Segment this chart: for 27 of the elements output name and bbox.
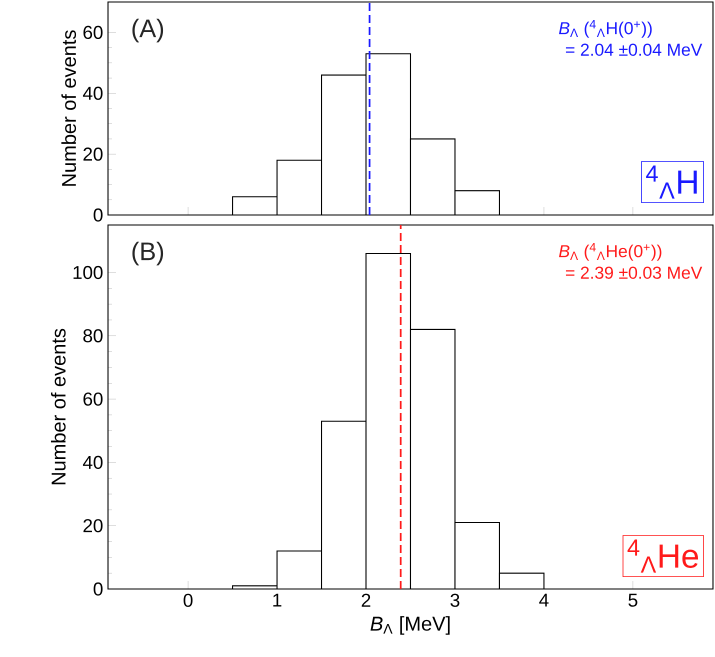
annotation: B$_{Λ}$ ($^{4}$$_{Λ}$H(0$^{+}$)): [558, 20, 652, 38]
annotation: 4$_{Λ}$H: [646, 166, 697, 199]
x-tick-label: 4: [539, 594, 549, 607]
y-axis-title: Number of events: [61, 30, 76, 186]
y-tick-label: 40: [82, 86, 103, 100]
x-tick-label: 3: [450, 594, 460, 607]
y-tick-label: 80: [83, 329, 103, 342]
x-tick-label: 1: [273, 594, 282, 607]
y-tick-label: 60: [83, 26, 103, 40]
y-tick-label: 0: [94, 582, 103, 596]
annotation: (A): [132, 18, 164, 42]
x-axis-title: B$_{Λ}$ [MeV]: [370, 616, 450, 635]
x-tick-label: 0: [184, 594, 193, 607]
annotation: = 2.39 ±0.03 MeV: [566, 266, 702, 279]
y-tick-label: 0: [94, 208, 103, 222]
annotation: = 2.04 ±0.04 MeV: [566, 44, 702, 56]
y-tick-label: 20: [83, 148, 103, 161]
x-tick-label: 2: [362, 594, 370, 607]
annotation: B$_{Λ}$ ($^{4}$$_{Λ}$He(0$^{+}$)): [558, 242, 662, 261]
y-tick-label: 40: [82, 456, 103, 469]
x-tick-label: 5: [628, 594, 638, 607]
y-tick-label: 60: [83, 392, 103, 406]
y-tick-label: 100: [74, 266, 103, 280]
y-axis-title: Number of events: [50, 328, 66, 484]
annotation: 4$_{Λ}$He: [628, 540, 698, 573]
y-tick-label: 20: [83, 519, 103, 532]
annotation: (B): [132, 242, 164, 266]
